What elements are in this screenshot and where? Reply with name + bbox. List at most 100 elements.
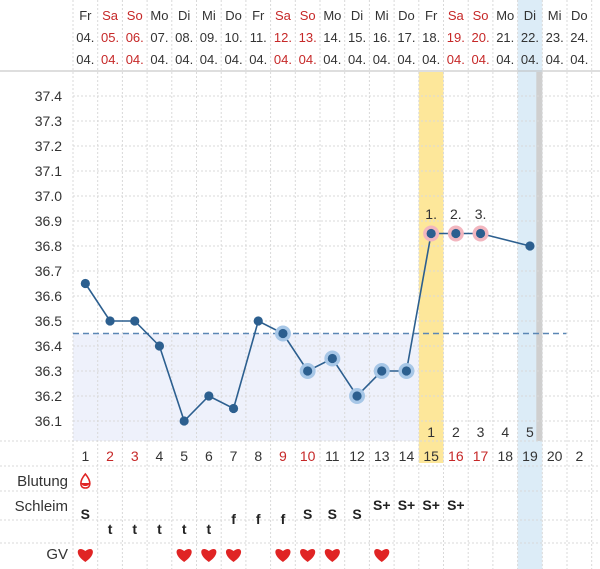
mucus-value: t bbox=[207, 521, 212, 537]
temperature-point[interactable] bbox=[475, 228, 486, 239]
header-month: 04. bbox=[299, 52, 317, 67]
temperature-point[interactable] bbox=[253, 316, 263, 326]
y-tick-label: 37.4 bbox=[35, 88, 62, 104]
header-date: 15. bbox=[348, 30, 366, 45]
temperature-point[interactable] bbox=[154, 341, 165, 351]
temperature-point[interactable] bbox=[352, 391, 362, 401]
cycle-day-number: 13 bbox=[374, 448, 390, 464]
mucus-value: t bbox=[108, 521, 113, 537]
cycle-day-number: 12 bbox=[349, 448, 365, 464]
header-date: 18. bbox=[422, 30, 440, 45]
cycle-day-number: 18 bbox=[497, 448, 513, 464]
mucus-value: S bbox=[81, 506, 90, 522]
high-phase-count: 4 bbox=[501, 424, 509, 440]
mucus-value: t bbox=[182, 521, 187, 537]
header-date: 19. bbox=[447, 30, 465, 45]
header-date: 05. bbox=[101, 30, 119, 45]
y-tick-label: 37.1 bbox=[35, 163, 62, 179]
header-date: 10. bbox=[225, 30, 243, 45]
header-month: 04. bbox=[274, 52, 292, 67]
y-tick-label: 37.3 bbox=[35, 113, 62, 129]
mucus-value: f bbox=[256, 511, 261, 527]
temperature-point[interactable] bbox=[105, 316, 115, 326]
high-temp-counter: 2. bbox=[450, 206, 462, 222]
mucus-value: S+ bbox=[422, 497, 440, 513]
header-date: 06. bbox=[126, 30, 144, 45]
mucus-value: S+ bbox=[447, 497, 465, 513]
cycle-day-number: 14 bbox=[399, 448, 415, 464]
header-weekday: Mi bbox=[548, 8, 562, 23]
y-tick-label: 36.9 bbox=[35, 213, 62, 229]
mucus-value: f bbox=[231, 511, 236, 527]
cycle-day-number: 10 bbox=[300, 448, 316, 464]
header-weekday: Mo bbox=[150, 8, 168, 23]
y-tick-label: 36.1 bbox=[35, 413, 62, 429]
temperature-point[interactable] bbox=[80, 278, 90, 289]
cycle-day-number: 2 bbox=[106, 448, 114, 464]
y-tick-label: 36.8 bbox=[35, 238, 62, 254]
header-date: 14. bbox=[323, 30, 341, 45]
cycle-day-number: 5 bbox=[180, 448, 188, 464]
y-tick-label: 36.4 bbox=[35, 338, 62, 354]
temperature-point[interactable] bbox=[228, 403, 239, 414]
header-month: 04. bbox=[249, 52, 267, 67]
temperature-point[interactable] bbox=[377, 366, 387, 376]
header-month: 04. bbox=[373, 52, 391, 67]
high-temp-counter: 3. bbox=[475, 206, 487, 222]
header-month: 04. bbox=[472, 52, 490, 67]
cycle-day-number: 17 bbox=[473, 448, 489, 464]
temperature-point[interactable] bbox=[303, 366, 313, 376]
heart-icon bbox=[324, 549, 340, 562]
y-tick-label: 36.3 bbox=[35, 363, 62, 379]
header-date: 24. bbox=[570, 30, 588, 45]
header-month: 04. bbox=[546, 52, 564, 67]
header-date: 23. bbox=[546, 30, 564, 45]
y-tick-label: 37.2 bbox=[35, 138, 62, 154]
cycle-day-number: 16 bbox=[448, 448, 464, 464]
header-weekday: Fr bbox=[252, 8, 265, 23]
header-date: 12. bbox=[274, 30, 292, 45]
temperature-point[interactable] bbox=[130, 316, 140, 326]
temperature-point[interactable] bbox=[179, 416, 189, 426]
header-month: 04. bbox=[150, 52, 168, 67]
header-month: 04. bbox=[126, 52, 144, 67]
temperature-point[interactable] bbox=[426, 228, 436, 239]
temperature-point[interactable] bbox=[451, 228, 461, 239]
y-tick-label: 36.7 bbox=[35, 263, 62, 279]
header-date: 21. bbox=[496, 30, 514, 45]
header-month: 04. bbox=[323, 52, 341, 67]
mucus-value: S bbox=[303, 506, 312, 522]
cycle-day-number: 9 bbox=[279, 448, 287, 464]
mucus-value: S bbox=[328, 506, 337, 522]
temperature-point[interactable] bbox=[327, 353, 337, 364]
cycle-day-number: 20 bbox=[547, 448, 563, 464]
low-phase-area bbox=[73, 333, 419, 441]
temperature-point[interactable] bbox=[278, 328, 288, 339]
header-date: 09. bbox=[200, 30, 218, 45]
header-weekday: Fr bbox=[79, 8, 92, 23]
heart-icon bbox=[275, 549, 291, 562]
cycle-day-number: 3 bbox=[131, 448, 139, 464]
temperature-point[interactable] bbox=[525, 241, 535, 251]
temperature-point[interactable] bbox=[401, 366, 412, 376]
cycle-day-number: 6 bbox=[205, 448, 213, 464]
cycle-day-number: 2 bbox=[575, 448, 583, 464]
high-temp-counter: 1. bbox=[425, 206, 437, 222]
header-month: 04. bbox=[422, 52, 440, 67]
y-tick-label: 36.6 bbox=[35, 288, 62, 304]
header-month: 04. bbox=[348, 52, 366, 67]
header-date: 20. bbox=[472, 30, 490, 45]
cycle-day-number: 1 bbox=[81, 448, 89, 464]
header-date: 04. bbox=[76, 30, 94, 45]
header-weekday: Mi bbox=[375, 8, 389, 23]
cycle-day-number: 15 bbox=[423, 448, 439, 464]
temperature-point[interactable] bbox=[204, 391, 214, 401]
header-weekday: Fr bbox=[425, 8, 438, 23]
y-tick-label: 37.0 bbox=[35, 188, 62, 204]
mucus-value: S+ bbox=[373, 497, 391, 513]
heart-icon bbox=[374, 549, 390, 562]
header-month: 04. bbox=[570, 52, 588, 67]
header-weekday: Di bbox=[351, 8, 363, 23]
